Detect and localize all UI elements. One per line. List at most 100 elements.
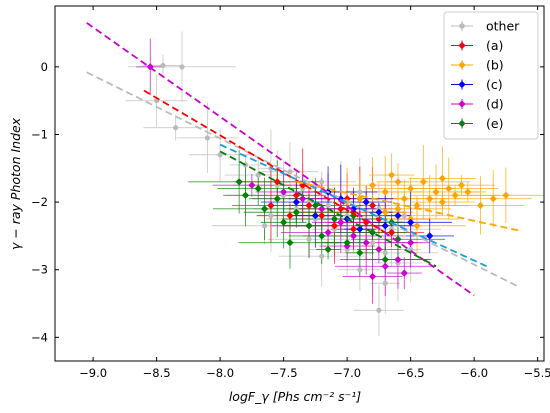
legend-label: (c) — [486, 77, 503, 92]
data-point — [413, 222, 421, 230]
data-point — [318, 212, 326, 220]
legend-label: (a) — [486, 38, 503, 53]
data-point — [273, 195, 281, 203]
y-tick-label: 0 — [41, 60, 48, 74]
data-point — [381, 222, 389, 230]
data-point — [299, 181, 307, 189]
data-point — [382, 250, 388, 256]
data-point — [319, 253, 325, 259]
data-point — [349, 212, 358, 220]
data-point — [318, 205, 326, 213]
data-point — [394, 178, 402, 186]
data-point — [394, 205, 402, 213]
data-point — [464, 188, 472, 196]
data-point — [280, 218, 288, 226]
data-point — [311, 201, 319, 210]
data-point — [173, 125, 179, 131]
data-point — [292, 191, 300, 199]
data-point — [330, 222, 339, 230]
data-point — [381, 262, 389, 270]
data-point — [349, 232, 358, 240]
x-tick-label: −6.0 — [460, 366, 488, 380]
plot-frame — [54, 5, 545, 362]
data-point — [255, 172, 261, 178]
data-point — [368, 272, 377, 281]
data-point — [356, 249, 364, 257]
data-point — [235, 178, 243, 186]
legend-marker — [458, 61, 466, 69]
y-axis-label: γ − ray Photon Index — [8, 117, 23, 250]
data-point — [376, 307, 382, 313]
data-point — [394, 255, 402, 264]
x-tick-label: −9.0 — [79, 366, 107, 380]
data-point — [381, 188, 389, 196]
y-tick-label: −2 — [31, 195, 48, 209]
data-point — [292, 198, 300, 206]
data-point — [457, 181, 466, 189]
data-point — [407, 184, 415, 193]
data-point — [311, 212, 319, 220]
fit-line — [86, 22, 475, 297]
y-tick-label: −4 — [31, 330, 48, 344]
data-point — [451, 191, 459, 199]
data-point — [368, 201, 377, 210]
legend-label: other — [486, 19, 520, 34]
data-point — [357, 267, 363, 273]
data-point — [357, 189, 363, 195]
data-point — [381, 255, 389, 264]
data-point — [438, 198, 446, 206]
data-point — [401, 213, 407, 219]
data-point — [306, 236, 312, 242]
fit-line — [143, 89, 386, 234]
data-point — [337, 218, 345, 226]
data-point — [394, 212, 402, 220]
x-tick-label: −6.5 — [397, 366, 425, 380]
data-point — [260, 205, 269, 213]
x-axis: −9.0 −8.5 −8.0 −7.5 −7.0 −6.5 −6.0 −5.5 — [79, 6, 550, 380]
data-point — [381, 208, 389, 216]
data-point — [325, 202, 331, 209]
data-point — [407, 239, 415, 247]
data-point — [369, 240, 376, 246]
y-tick-label: −1 — [31, 127, 48, 141]
legend-label: (e) — [486, 116, 503, 131]
data-point — [337, 205, 345, 213]
data-point — [324, 228, 332, 237]
data-point — [432, 188, 440, 196]
data-point — [400, 269, 408, 277]
data-point — [426, 195, 434, 203]
data-point — [179, 64, 185, 70]
data-point — [319, 179, 325, 185]
legend-marker — [458, 41, 466, 50]
data-point — [426, 232, 434, 240]
data-point — [343, 239, 351, 247]
legend-marker — [458, 119, 466, 128]
legend-box — [443, 11, 539, 140]
legend-label: (b) — [486, 58, 504, 73]
data-point — [241, 191, 250, 199]
data-point — [299, 195, 307, 203]
data-point — [375, 245, 383, 254]
data-point — [407, 218, 415, 226]
data-point — [217, 152, 223, 158]
data-point — [349, 225, 358, 233]
data-point — [502, 191, 510, 199]
data-point — [286, 239, 294, 247]
data-point — [261, 223, 268, 229]
data-point — [160, 62, 166, 69]
data-point — [489, 195, 497, 203]
data-point — [387, 228, 396, 237]
x-axis-label: logF_γ [Phs cm⁻² s⁻¹] — [229, 389, 361, 404]
data-point — [445, 184, 453, 193]
x-tick-label: −5.5 — [524, 366, 550, 380]
data-point — [305, 222, 313, 230]
data-point — [387, 171, 396, 179]
data-point — [419, 178, 427, 186]
y-axis: 0 −1 −2 −3 −4 — [31, 60, 544, 344]
data-point — [204, 135, 211, 141]
data-point — [254, 184, 262, 193]
data-point — [324, 245, 332, 254]
data-point — [286, 212, 294, 220]
data-point — [267, 201, 275, 210]
